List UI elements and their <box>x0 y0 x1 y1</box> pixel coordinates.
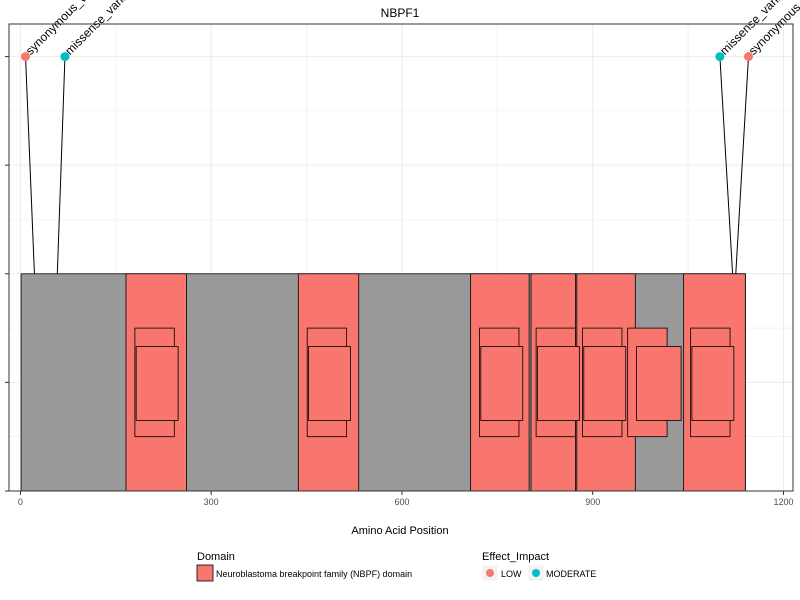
chart-title: NBPF1 <box>381 6 420 20</box>
variant-stick-1 <box>25 56 35 274</box>
subdomain-rect-12 <box>583 346 627 421</box>
subdomain-rect-10 <box>480 346 524 421</box>
variant-stick-4 <box>735 56 749 274</box>
subdomain-rect-13 <box>636 346 682 421</box>
legend-low-key <box>486 569 494 577</box>
x-tick-label: 0 <box>18 497 23 507</box>
legend: Domain Neuroblastoma breakpoint family (… <box>196 551 596 582</box>
subdomain-rect-8 <box>135 346 179 421</box>
legend-moderate-key <box>532 569 540 577</box>
subdomain-rect-11 <box>536 346 580 421</box>
legend-low-label: LOW <box>501 569 522 579</box>
x-tick-label: 900 <box>585 497 600 507</box>
variant-point-3 <box>715 52 725 62</box>
x-tick-label: 1200 <box>773 497 793 507</box>
legend-domain-label: Neuroblastoma breakpoint family (NBPF) d… <box>216 569 412 579</box>
variant-stick-2 <box>56 56 66 274</box>
subdomain-rect-14 <box>691 346 735 421</box>
variant-stick-3 <box>719 56 734 274</box>
legend-domain-key <box>196 564 214 582</box>
x-axis-label: Amino Acid Position <box>351 525 448 537</box>
panel-border <box>8 23 794 492</box>
x-tick-label: 300 <box>204 497 219 507</box>
legend-impact-title: Effect_Impact <box>482 551 549 563</box>
legend-domain-title: Domain <box>197 551 235 563</box>
variant-point-2 <box>60 52 70 62</box>
plot-panel: synonymous_variantmissense_variantmissen… <box>5 0 800 507</box>
legend-moderate-label: MODERATE <box>546 569 596 579</box>
subdomain-rect-9 <box>308 346 351 421</box>
variant-point-4 <box>743 52 753 62</box>
x-tick-label: 600 <box>394 497 409 507</box>
variant-point-1 <box>21 52 31 62</box>
